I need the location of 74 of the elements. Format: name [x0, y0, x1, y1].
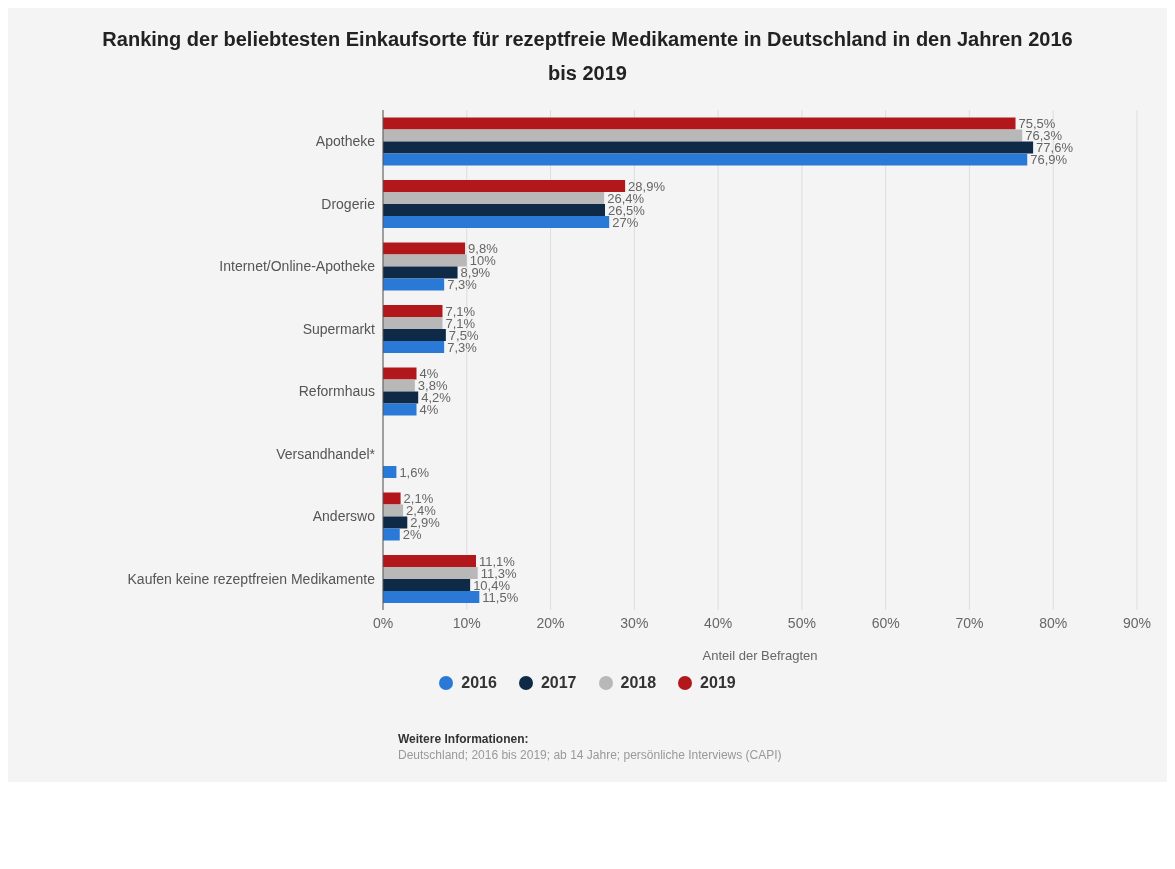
x-tick-label: 70%	[955, 614, 984, 631]
data-label: 3,8%	[417, 378, 448, 393]
x-tick-label: 10%	[452, 614, 481, 631]
bar	[383, 153, 1028, 166]
bar	[383, 278, 445, 291]
bar	[383, 254, 467, 267]
bar	[383, 317, 443, 329]
bar	[383, 379, 415, 392]
y-tick-label: Versandhandel*	[276, 445, 376, 462]
data-label: 11,1%	[478, 553, 516, 569]
legend-label: 2016	[461, 674, 497, 692]
x-tick-label: 40%	[704, 614, 733, 631]
x-axis-title: Anteil der Befragten	[702, 648, 818, 663]
bar	[383, 266, 458, 279]
data-label: 10%	[469, 253, 497, 268]
data-label: 2%	[402, 527, 422, 542]
y-tick-label: Supermarkt	[302, 320, 376, 337]
legend-label: 2017	[540, 674, 577, 692]
y-tick-label: Apotheke	[315, 133, 376, 150]
y-tick-label: Internet/Online-Apotheke	[219, 258, 376, 275]
bar	[383, 141, 1034, 154]
x-tick-label: 30%	[620, 614, 649, 631]
bar	[383, 216, 610, 228]
y-tick-label: Kaufen keine rezeptfreien Medikamente	[127, 570, 376, 587]
bar	[383, 192, 605, 204]
data-label: 77,6%	[1036, 140, 1074, 155]
bar	[383, 579, 471, 591]
bar	[383, 504, 404, 517]
bar	[383, 555, 476, 567]
y-tick-label: Anderswo	[312, 508, 376, 525]
text: Weitere Informationen:	[398, 732, 530, 746]
data-label: 2,4%	[406, 503, 437, 518]
y-tick-label: Drogerie	[321, 195, 376, 212]
text: Deutschland; 2016 bis 2019; ab 14 Jahre; persönliche Interviews (CAPI)	[398, 748, 783, 762]
y-tick-label: Reformhaus	[298, 383, 375, 400]
data-label: 4%	[419, 366, 439, 381]
chart-title: Ranking der beliebtesten Einkaufsorte für rezeptfreie Medikamente in Deutschland in den Jahren 2016 bis 2019	[101, 27, 1074, 86]
bar	[383, 391, 419, 404]
data-label: 7,1%	[445, 303, 476, 319]
bar	[383, 567, 478, 579]
data-label: 8,9%	[460, 265, 491, 280]
x-tick-label: 80%	[1039, 614, 1068, 631]
data-label: 28,9%	[628, 178, 666, 194]
bar	[383, 367, 417, 380]
data-label: 4%	[419, 402, 439, 417]
bar	[383, 204, 606, 216]
bar	[383, 180, 626, 192]
bar	[383, 403, 417, 416]
x-tick-label: 0%	[372, 614, 394, 631]
bar	[383, 516, 408, 529]
bar	[383, 492, 401, 505]
bar	[383, 528, 400, 541]
x-tick-label: 20%	[536, 614, 565, 631]
bar	[383, 341, 445, 353]
data-label: 2,1%	[403, 491, 434, 506]
data-label: 7,3%	[447, 277, 478, 292]
data-label: 9,8%	[468, 241, 499, 256]
bar	[383, 242, 466, 255]
legend-label: 2019	[700, 674, 736, 692]
x-tick-label: 50%	[787, 614, 816, 631]
x-tick-label: 60%	[871, 614, 900, 631]
data-label: 1,6%	[399, 464, 430, 480]
bar	[383, 117, 1016, 130]
bar	[383, 591, 480, 603]
data-label: 2,9%	[410, 515, 441, 530]
data-label: 76,3%	[1025, 128, 1063, 143]
bar	[383, 129, 1023, 142]
x-tick-label: 90%	[1122, 614, 1152, 631]
data-label: 76,9%	[1030, 152, 1068, 167]
data-label: 75,5%	[1018, 116, 1056, 131]
bar	[383, 329, 446, 341]
legend-label: 2018	[620, 674, 657, 692]
data-label: 4,2%	[421, 390, 452, 405]
bar	[383, 305, 443, 317]
